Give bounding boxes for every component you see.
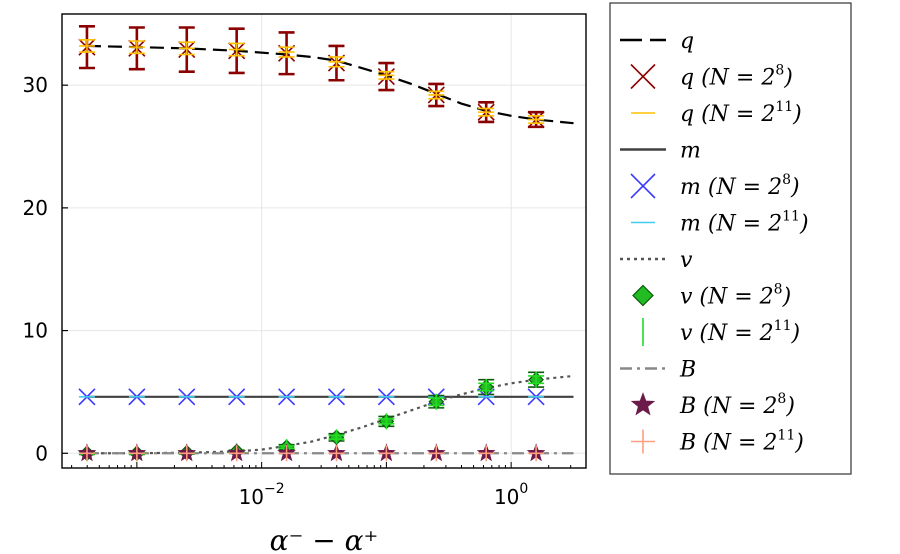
legend-entry: v xyxy=(620,248,693,273)
legend-entry: B (N = 28) xyxy=(630,391,795,419)
legend-entry: q (N = 211) xyxy=(631,99,802,127)
data-point xyxy=(378,445,395,462)
legend-entry: B (N = 211) xyxy=(631,428,804,456)
data-point xyxy=(478,445,495,462)
series-q-n-2-8- xyxy=(78,24,545,129)
legend-label: B (N = 28) xyxy=(679,391,795,419)
legend-label: m xyxy=(680,139,701,164)
series-q-n-2-11- xyxy=(78,38,545,125)
legend-label: v (N = 211) xyxy=(680,318,800,346)
legend-entry: q xyxy=(620,29,694,54)
markers xyxy=(77,24,546,462)
series-v-n-2-11- xyxy=(78,371,545,462)
legend-swatch-marker xyxy=(630,173,656,199)
data-point xyxy=(178,445,195,462)
legend-entry: m (N = 211) xyxy=(631,209,809,237)
y-tick-label: 0 xyxy=(35,441,48,465)
legend-box xyxy=(609,2,852,475)
series-v-n-2-8- xyxy=(78,371,545,462)
x-axis-label: α⁻ − α⁺ xyxy=(270,524,379,554)
y-tick-label: 30 xyxy=(23,73,48,97)
legend-swatch-marker xyxy=(630,63,656,90)
x-tick-label: 100 xyxy=(494,481,528,509)
data-point xyxy=(228,445,245,462)
legend-label: B (N = 211) xyxy=(679,428,804,456)
data-point xyxy=(328,445,345,462)
series-v-line xyxy=(86,374,574,455)
legend-label: v xyxy=(680,248,693,273)
axis-ticks: 0 10 20 30 10−2 100 xyxy=(23,73,572,509)
legend-label: q (N = 28) xyxy=(680,63,793,91)
y-tick-label: 10 xyxy=(23,319,48,343)
legend-label: m (N = 211) xyxy=(680,209,809,237)
legend-label: v (N = 28) xyxy=(680,282,791,310)
x-tick-label: 10−2 xyxy=(239,481,285,509)
legend-entry: B xyxy=(620,358,696,383)
data-point xyxy=(128,445,145,462)
legend-entry: q (N = 28) xyxy=(630,63,793,91)
legend-swatch-marker xyxy=(630,392,656,416)
data-point xyxy=(528,445,545,462)
legend-swatch-marker xyxy=(632,284,654,307)
data-point xyxy=(428,445,445,462)
legend-entry: v (N = 28) xyxy=(632,282,791,310)
curves xyxy=(86,44,574,455)
legend-label: q xyxy=(680,29,694,54)
series-b-n-2-11- xyxy=(78,445,545,462)
plot-frame xyxy=(61,13,587,469)
data-point xyxy=(278,445,295,462)
legend-label: B xyxy=(679,358,696,383)
y-tick-label: 20 xyxy=(23,196,48,220)
data-point xyxy=(78,445,95,462)
legend-entry: m (N = 28) xyxy=(630,172,800,200)
legend: q q (N = 28) q (N = 211) m m (N = 28) m (N = … xyxy=(609,2,852,475)
legend-entry: v (N = 211) xyxy=(642,318,800,346)
legend-label: q (N = 211) xyxy=(680,99,802,127)
legend-swatch-marker xyxy=(631,429,655,454)
legend-entry: m xyxy=(620,139,701,164)
legend-label: m (N = 28) xyxy=(680,172,800,200)
